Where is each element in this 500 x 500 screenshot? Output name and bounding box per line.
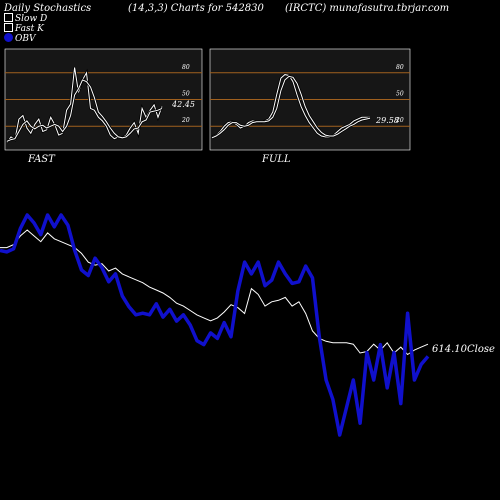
fast-k-swatch (4, 23, 13, 32)
fast-tick-label-50: 50 (182, 91, 190, 98)
obv-swatch (4, 33, 13, 42)
obv-line (0, 213, 430, 437)
full-tick-label-20: 20 (395, 117, 404, 124)
chart-header-params: (14,3,3) Charts for 542830 (128, 3, 264, 14)
full-full-k-line (211, 74, 370, 138)
legend-obv: OBV (4, 33, 36, 44)
fast-panel: 80 50 20 42.45 FAST (4, 48, 203, 165)
legend-obv-label: OBV (15, 34, 36, 44)
full-tick-label-80: 80 (396, 64, 404, 71)
fast-tick-label-80: 80 (182, 64, 190, 71)
legend-fast-k-label: Fast K (15, 24, 44, 34)
full-tick-label-50: 50 (396, 91, 404, 98)
fast-panel-title: FAST (27, 154, 56, 165)
full-panel-title: FULL (261, 154, 291, 165)
legend-slow-d: Slow D (4, 13, 47, 24)
slow-d-swatch (4, 13, 13, 22)
fast-last-value-label: 42.45 (171, 100, 195, 109)
full-last-value-label: 29.58 (375, 116, 399, 125)
close-last-value-label: 614.10Close (432, 344, 495, 355)
chart-header-left: Daily Stochastics (4, 3, 92, 14)
close-price-line (0, 229, 429, 356)
legend-slow-d-label: Slow D (15, 14, 48, 24)
full-full-d-line (211, 75, 371, 139)
obv-close-panel: 614.10Close (0, 213, 495, 437)
legend-fast-k: Fast K (4, 23, 44, 34)
fast-tick-label-20: 20 (181, 117, 190, 124)
chart-header-site: (IRCTC) munafasutra.tbrjar.com (285, 3, 450, 14)
fast-slow-d-line (6, 79, 163, 142)
